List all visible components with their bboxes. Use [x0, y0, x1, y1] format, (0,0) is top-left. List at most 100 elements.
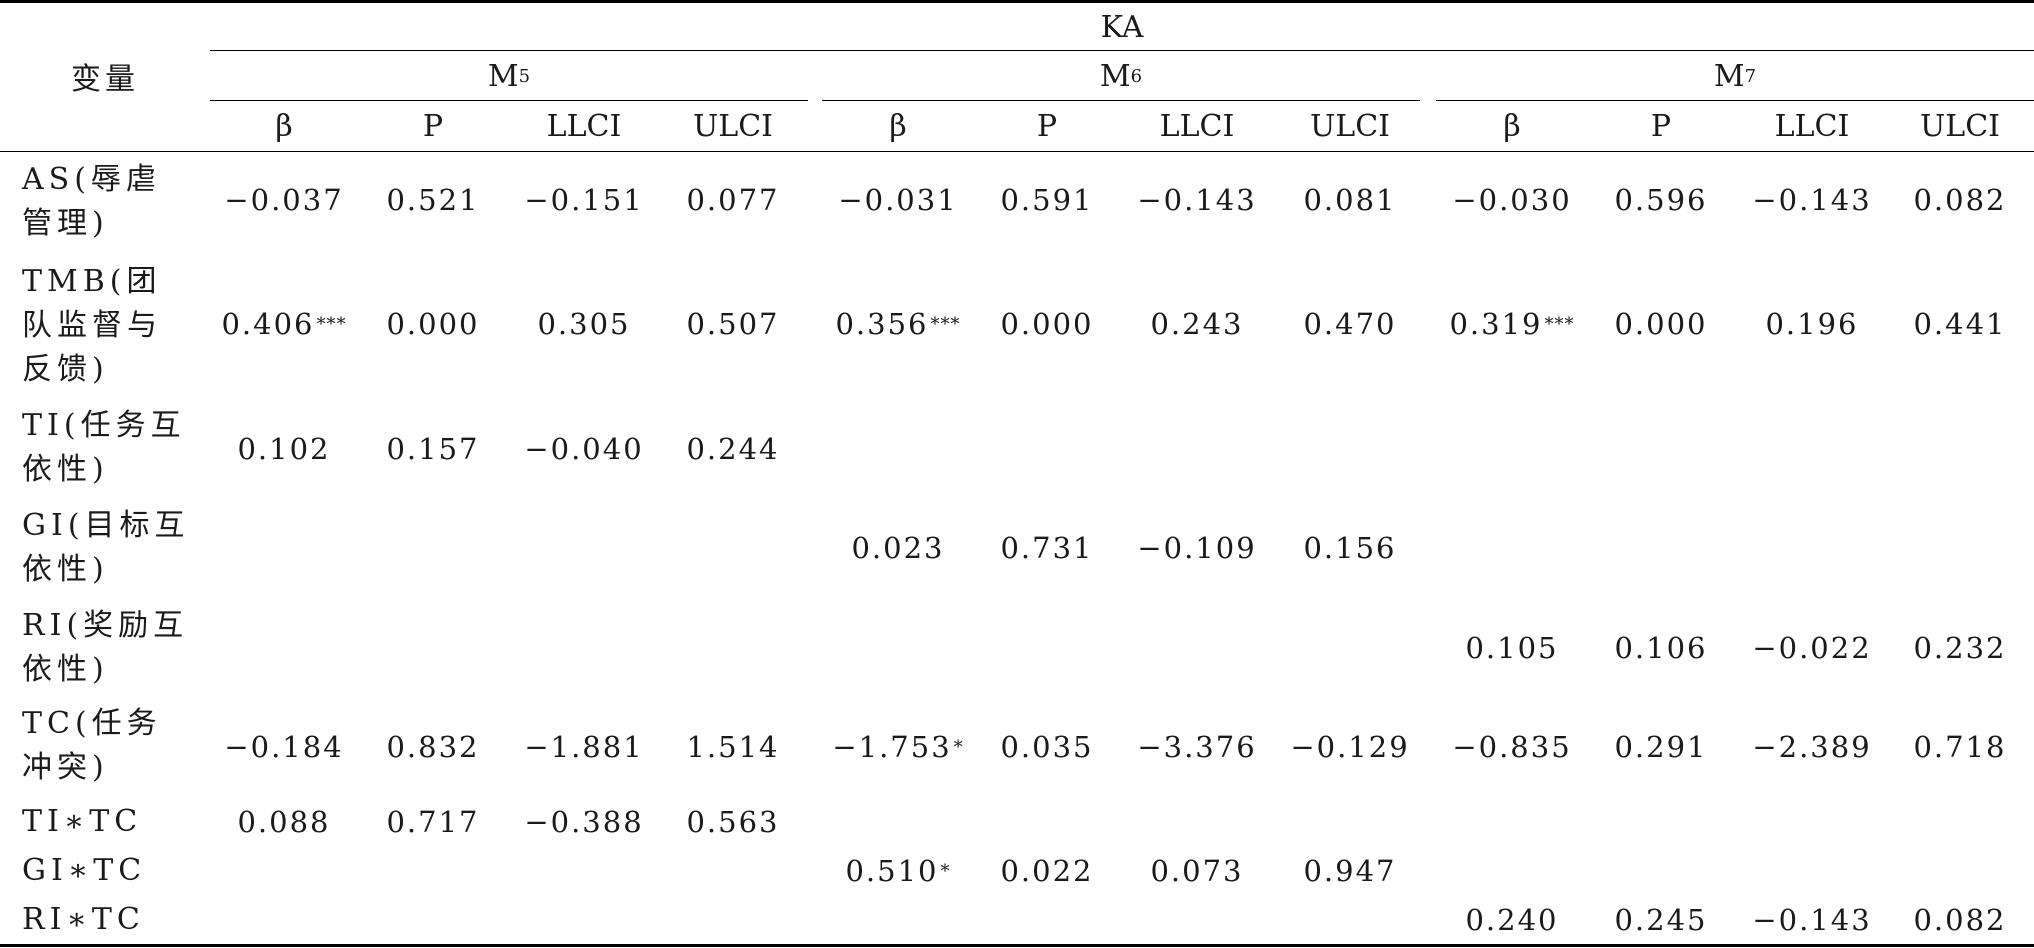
cell-value: 0.088: [237, 805, 331, 839]
cell-value: −0.030: [1452, 183, 1572, 217]
cell-value: 0.563: [686, 805, 780, 839]
cell-value: 0.073: [1150, 854, 1244, 888]
column-header: LLCI: [1774, 108, 1850, 144]
table-cell: 0.022: [973, 849, 1121, 893]
cell-value: 0.244: [686, 432, 780, 466]
table-cell: 0.000: [1587, 302, 1735, 346]
header-rule: [0, 151, 2034, 152]
cell-value: 0.157: [386, 432, 480, 466]
table-cell: 0.832: [359, 725, 507, 769]
cell-value: 0.102: [237, 432, 331, 466]
cell-value: −3.376: [1137, 730, 1257, 764]
table-cell: 0.102: [210, 427, 358, 471]
table-cell: 0.507: [659, 302, 807, 346]
cell-value: −0.129: [1290, 730, 1410, 764]
cell-value: 0.196: [1765, 307, 1859, 341]
row-label: TI(任务互依性): [22, 408, 186, 487]
table-cell: 0.082: [1886, 898, 2034, 942]
model-subscript: 6: [1130, 65, 1143, 87]
cell-value: −0.151: [524, 183, 644, 217]
table-cell: 0.156: [1276, 526, 1424, 570]
table-cell: 0.000: [973, 302, 1121, 346]
column-header: β: [1503, 108, 1521, 144]
cell-value: 0.156: [1303, 531, 1397, 565]
column-header: ULCI: [1309, 108, 1390, 144]
cell-value: 0.035: [1000, 730, 1094, 764]
cell-value: 0.000: [1614, 307, 1708, 341]
cell-value: 0.077: [686, 183, 780, 217]
table-cell: 0.000: [359, 302, 507, 346]
bottom-rule: [0, 944, 2034, 947]
table-cell: −0.835: [1438, 725, 1586, 769]
cell-value: 0.232: [1913, 631, 2007, 665]
table-cell: 0.291: [1587, 725, 1735, 769]
column-header: P: [1650, 108, 1672, 144]
cell-value: 0.406: [221, 307, 315, 341]
table-cell: 0.596: [1587, 178, 1735, 222]
cell-value: −2.389: [1752, 730, 1872, 764]
table-cell: −0.040: [510, 427, 658, 471]
model-label: M: [487, 58, 519, 94]
table-cell: 0.082: [1886, 178, 2034, 222]
cell-value: −0.031: [838, 183, 958, 217]
table-cell: −0.022: [1738, 626, 1886, 670]
cell-value: 0.947: [1303, 854, 1397, 888]
table-cell: −1.881: [510, 725, 658, 769]
cell-value: −0.022: [1752, 631, 1872, 665]
table-cell: 0.243: [1123, 302, 1271, 346]
table-cell: 0.591: [973, 178, 1121, 222]
table-cell: 0.319 ***: [1438, 302, 1586, 346]
column-header: β: [889, 108, 907, 144]
table-cell: 0.240: [1438, 898, 1586, 942]
column-header: ULCI: [692, 108, 773, 144]
cell-value: 0.000: [1000, 307, 1094, 341]
cell-value: 0.591: [1000, 183, 1094, 217]
table-cell: 0.245: [1587, 898, 1735, 942]
table-cell: 0.947: [1276, 849, 1424, 893]
table-cell: 0.105: [1438, 626, 1586, 670]
row-label: TC(任务冲突): [22, 706, 162, 785]
cell-value: −0.143: [1752, 183, 1872, 217]
cell-value: 0.731: [1000, 531, 1094, 565]
cell-value: −0.143: [1752, 903, 1872, 937]
column-header: LLCI: [546, 108, 622, 144]
m6-rule: [822, 100, 1420, 101]
table-cell: 0.717: [359, 800, 507, 844]
column-header: ULCI: [1919, 108, 2000, 144]
ka-rule: [210, 50, 2034, 51]
table-cell: −0.129: [1276, 725, 1424, 769]
model-label: M: [1713, 58, 1745, 94]
table-cell: 0.157: [359, 427, 507, 471]
cell-value: 0.243: [1150, 307, 1244, 341]
significance-stars: *: [953, 736, 964, 758]
table-cell: −0.031: [824, 178, 972, 222]
cell-value: 1.514: [686, 730, 780, 764]
table-cell: −0.143: [1123, 178, 1271, 222]
cell-value: 0.240: [1465, 903, 1559, 937]
table-cell: 0.081: [1276, 178, 1424, 222]
cell-value: 0.470: [1303, 307, 1397, 341]
cell-value: −0.040: [524, 432, 644, 466]
significance-stars: ***: [316, 313, 347, 335]
cell-value: 0.245: [1614, 903, 1708, 937]
table-cell: 0.731: [973, 526, 1121, 570]
cell-value: −0.109: [1137, 531, 1257, 565]
row-label: RI(奖励互依性): [22, 608, 189, 687]
table-cell: 0.470: [1276, 302, 1424, 346]
m5-rule: [210, 100, 808, 101]
cell-value: 0.441: [1913, 307, 2007, 341]
top-rule: [0, 0, 2034, 3]
row-label: GI∗TC: [22, 853, 147, 888]
cell-value: 0.521: [386, 183, 480, 217]
table-cell: 0.244: [659, 427, 807, 471]
cell-value: 0.832: [386, 730, 480, 764]
table-cell: 0.305: [510, 302, 658, 346]
table-cell: 0.023: [824, 526, 972, 570]
significance-stars: ***: [930, 313, 961, 335]
cell-value: 0.105: [1465, 631, 1559, 665]
table-cell: −0.030: [1438, 178, 1586, 222]
row-label: GI(目标互依性): [22, 508, 190, 587]
